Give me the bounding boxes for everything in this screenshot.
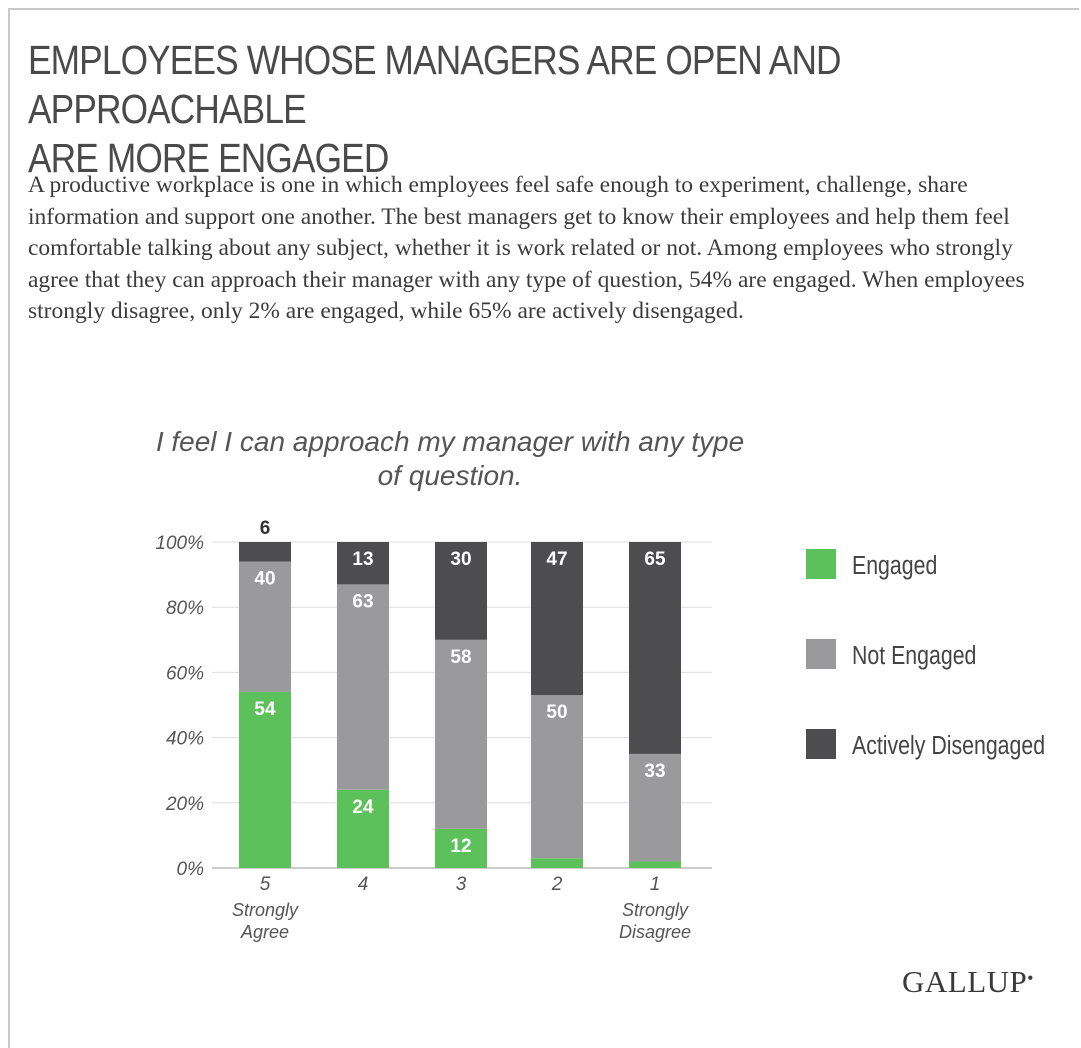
description-paragraph: A productive workplace is one in which e… [28, 172, 1025, 324]
legend-label: Not Engaged [852, 641, 976, 671]
bar-segment-not-engaged [435, 639, 487, 829]
title-line-2: ARE MORE ENGAGED [28, 135, 389, 181]
x-tick-label: 5 [260, 874, 271, 895]
bar-segment-not-engaged [531, 695, 583, 859]
stacked-bar-chart: 0%20%40%60%80%100%544065StronglyAgree246… [155, 518, 1045, 942]
legend-swatch [806, 639, 836, 669]
bar-segment-not-engaged [337, 584, 389, 790]
y-tick-label: 80% [166, 598, 204, 619]
y-tick-label: 0% [177, 859, 205, 880]
data-label: 40 [254, 569, 275, 590]
bar-segment-not-engaged [629, 753, 681, 862]
legend-label: Engaged [852, 551, 937, 581]
bar-segment-engaged [629, 861, 681, 868]
bar-segment-actively-disengaged [239, 542, 291, 562]
gallup-logo-text: GALLUP [902, 964, 1028, 999]
legend-swatch [806, 729, 836, 759]
infographic-frame [8, 8, 1079, 1048]
chart-title: I feel I can approach my manager with an… [155, 426, 745, 491]
x-tick-label: 2 [551, 874, 563, 895]
data-label: 24 [352, 797, 374, 818]
legend-label: Actively Disengaged [852, 731, 1045, 761]
x-tick-sublabel: Agree [240, 922, 289, 942]
x-tick-sublabel: Strongly [232, 900, 299, 920]
page-title: EMPLOYEES WHOSE MANAGERS ARE OPEN AND AP… [28, 36, 1043, 183]
data-label: 30 [450, 549, 471, 570]
y-tick-label: 20% [165, 794, 204, 815]
bar-segment-not-engaged [239, 561, 291, 692]
data-label: 58 [450, 647, 471, 668]
data-label: 50 [546, 702, 567, 723]
legend-swatch [806, 549, 836, 579]
y-tick-label: 100% [155, 533, 204, 554]
y-tick-label: 40% [166, 729, 204, 750]
gallup-logo: GALLUP● [902, 964, 1034, 999]
bar-segment-actively-disengaged [337, 542, 389, 585]
data-label: 12 [450, 836, 471, 857]
data-label: 6 [260, 518, 271, 539]
bar-segment-engaged [239, 691, 291, 868]
x-tick-label: 4 [358, 874, 369, 895]
bar-segment-actively-disengaged [629, 542, 681, 754]
bar-segment-engaged [337, 789, 389, 868]
x-tick-sublabel: Strongly [622, 900, 689, 920]
data-label: 47 [546, 549, 567, 570]
data-label: 33 [644, 761, 665, 782]
y-tick-label: 60% [166, 663, 204, 684]
data-label: 65 [644, 549, 666, 570]
title-line-1: EMPLOYEES WHOSE MANAGERS ARE OPEN AND AP… [28, 37, 842, 132]
x-tick-label: 1 [650, 874, 661, 895]
bar-segment-engaged [435, 828, 487, 868]
bar-segment-actively-disengaged [531, 542, 583, 696]
data-label: 54 [254, 699, 276, 720]
x-tick-sublabel: Disagree [619, 922, 691, 942]
bar-segment-actively-disengaged [435, 542, 487, 640]
x-tick-label: 3 [456, 874, 467, 895]
data-label: 13 [352, 549, 373, 570]
bar-segment-engaged [531, 858, 583, 868]
data-label: 63 [352, 591, 373, 612]
